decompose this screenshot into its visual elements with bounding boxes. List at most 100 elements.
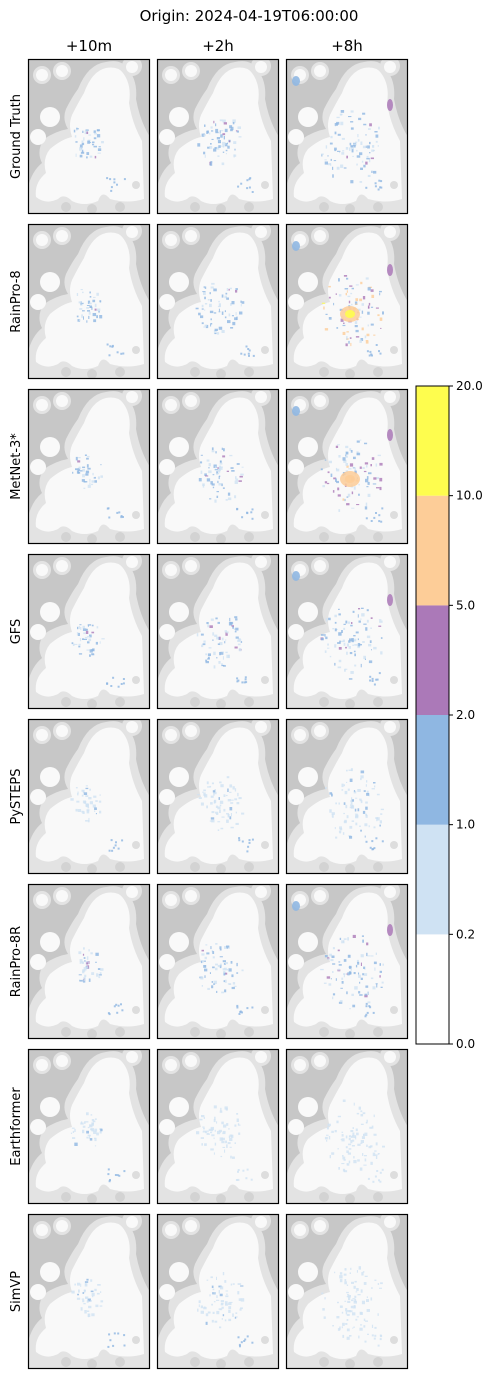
precip-cell (232, 982, 236, 985)
precip-cell (205, 475, 209, 477)
precip-cell (250, 511, 253, 514)
precip-cell (233, 154, 237, 157)
precip-cell (224, 1301, 228, 1305)
precip-cell (210, 1126, 214, 1131)
precip-cell (207, 656, 210, 660)
precip-cell (211, 282, 215, 285)
precip-cell (343, 974, 345, 978)
precip-cell (205, 661, 209, 664)
precip-cell (349, 463, 354, 467)
precip-cell (79, 638, 82, 642)
precip-cell (342, 832, 345, 835)
precip-cell (340, 121, 344, 126)
precip-cell (76, 632, 79, 636)
precip-cell (321, 638, 324, 641)
precip-field (199, 943, 254, 1015)
precip-cell (246, 1335, 249, 1338)
precip-cell (238, 480, 242, 482)
map-panel (27, 1048, 151, 1205)
precip-cell (359, 466, 362, 469)
colorbar-segment (416, 824, 449, 935)
precip-cell (218, 145, 221, 148)
colorbar-segment (416, 715, 449, 825)
precip-cell (346, 991, 348, 995)
precip-cell (248, 349, 251, 352)
precip-cell (334, 1130, 337, 1133)
map-panel (156, 58, 280, 215)
precip-cell (98, 146, 101, 148)
precip-cell (93, 130, 96, 134)
precip-cell (213, 800, 216, 804)
precip-cell (93, 296, 96, 298)
precip-cell (357, 645, 360, 649)
precip-cell (351, 1299, 354, 1302)
precip-cell (239, 1308, 242, 1311)
precip-cell (223, 980, 226, 983)
precip-cell (204, 473, 207, 476)
precip-cell (349, 337, 352, 339)
precip-cell (94, 1138, 97, 1142)
precip-cell (210, 318, 212, 321)
precip-cell (210, 1148, 214, 1151)
precip-cell (367, 305, 370, 309)
precip-cell (206, 805, 208, 809)
precip-cell (339, 308, 344, 311)
precip-cell (82, 310, 85, 312)
precip-cell (92, 299, 96, 303)
precip-cell (344, 1281, 347, 1285)
precip-cell (218, 308, 220, 312)
precip-cell (234, 480, 238, 484)
precip-cell (217, 1130, 221, 1135)
precip-cell (223, 970, 226, 974)
map-panel (156, 883, 280, 1040)
precip-cell (337, 1148, 339, 1150)
precip-cell (83, 792, 88, 795)
colorbar-segment (416, 386, 449, 496)
panel-frame (285, 1048, 409, 1205)
precip-cell (374, 1279, 377, 1281)
precip-cell (346, 277, 349, 280)
precip-cell (339, 151, 341, 154)
precip-cell (207, 1132, 209, 1134)
precip-cell (77, 319, 81, 322)
europe-basemap (286, 56, 408, 214)
precip-cell (116, 1174, 119, 1177)
precip-cell (370, 464, 372, 467)
precip-cell (122, 682, 125, 685)
precip-cell (208, 647, 212, 649)
precip-cell (81, 961, 84, 964)
precip-cell (371, 457, 375, 460)
precip-cell (215, 805, 219, 808)
map-panel (27, 223, 151, 380)
precip-cell (225, 1295, 229, 1298)
precip-cell (323, 306, 325, 310)
precip-cell (346, 815, 349, 819)
precip-cell (324, 650, 327, 653)
precip-cell (92, 313, 97, 317)
precip-cell (325, 313, 328, 315)
precip-cell (368, 660, 373, 664)
precip-cell (338, 632, 342, 636)
precip-cell (381, 840, 384, 843)
precip-cell (226, 470, 229, 472)
precip-cell (89, 788, 91, 791)
precip-cell (334, 614, 337, 618)
precip-cell (358, 974, 361, 978)
precip-cell (238, 1343, 241, 1346)
precip-cell (324, 1136, 328, 1140)
precip-cell (96, 292, 99, 296)
precip-cell (74, 135, 77, 138)
precip-cell (366, 350, 369, 353)
precip-cell (80, 1307, 83, 1311)
panel-frame (156, 58, 280, 215)
precip-cell (122, 678, 125, 680)
precip-cell (93, 1130, 97, 1134)
precip-field (71, 1278, 126, 1348)
precip-cell (73, 129, 76, 133)
precip-cell (218, 1308, 222, 1310)
precip-cell (82, 800, 86, 804)
panel-frame (27, 1213, 151, 1370)
precip-cell (357, 1159, 360, 1162)
panel-frame (156, 553, 280, 710)
precip-cell (379, 963, 381, 966)
